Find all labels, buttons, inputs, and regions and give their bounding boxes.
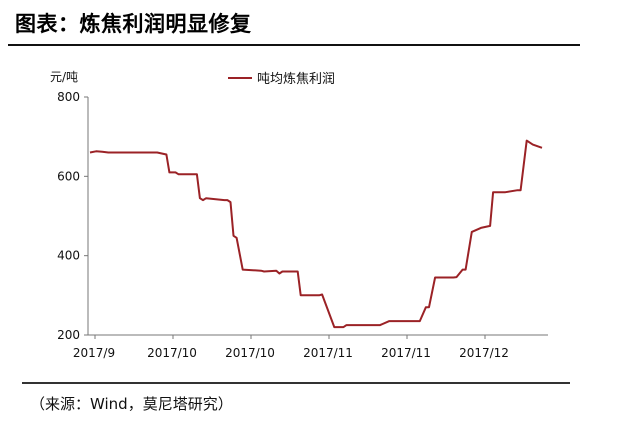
series-line xyxy=(89,139,543,329)
y-tick-label: 800 xyxy=(57,90,80,104)
x-tick-label: 2017/11 xyxy=(303,346,353,360)
chart-series xyxy=(89,139,543,329)
top-rule xyxy=(8,44,580,46)
legend-label: 吨均炼焦利润 xyxy=(257,72,335,87)
source-note: （来源：Wind，莫尼塔研究） xyxy=(30,395,233,413)
chart-ticks: 200 400 600 800 2017/9 2017/10 2017/10 2017/11 2… xyxy=(57,90,509,360)
x-tick-label: 2017/11 xyxy=(381,346,431,360)
figure-title: 图表：炼焦利润明显修复 xyxy=(15,12,252,36)
y-tick-label: 400 xyxy=(57,249,80,263)
chart-legend: 吨均炼焦利润 xyxy=(228,72,335,87)
y-axis-unit-label: 元/吨 xyxy=(50,70,78,84)
y-tick-label: 200 xyxy=(57,328,80,342)
bottom-rule xyxy=(22,382,570,384)
x-tick-label: 2017/12 xyxy=(459,346,509,360)
x-tick-label: 2017/10 xyxy=(225,346,275,360)
x-tick-label: 2017/9 xyxy=(73,346,115,360)
x-tick-label: 2017/10 xyxy=(147,346,197,360)
chart-axes xyxy=(87,97,548,336)
line-chart: 200 400 600 800 2017/9 2017/10 2017/10 2017/11 2… xyxy=(50,70,548,360)
y-tick-label: 600 xyxy=(57,169,80,183)
